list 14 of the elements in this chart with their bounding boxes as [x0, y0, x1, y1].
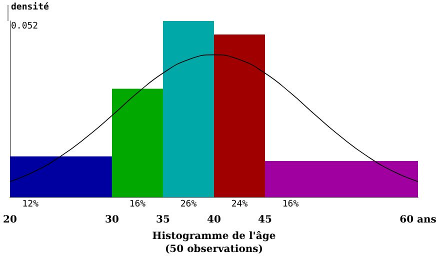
- x-tick-label: 40: [207, 214, 221, 226]
- annotation: 24%: [231, 200, 248, 210]
- annotation: 12%: [22, 200, 40, 210]
- x-tick-label: 60 ans: [400, 214, 437, 226]
- annotation: 0.052: [11, 22, 38, 32]
- x-tick-label: 20: [2, 214, 17, 226]
- x-tick-label: 35: [156, 214, 170, 226]
- x-axis-title: Histogramme de l'âge (50 observations): [152, 231, 276, 255]
- x-tick-label: 45: [258, 214, 272, 226]
- annotation: 16%: [129, 200, 146, 210]
- annotation: 26%: [180, 200, 198, 210]
- x-tick-label: 30: [105, 214, 119, 226]
- y-axis-title: densité: [11, 2, 50, 12]
- annotation: 16%: [282, 200, 300, 210]
